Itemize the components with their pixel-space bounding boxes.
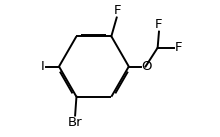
Text: Br: Br xyxy=(68,116,82,129)
Text: I: I xyxy=(41,60,45,73)
Text: F: F xyxy=(155,18,163,31)
Text: O: O xyxy=(141,60,152,73)
Text: F: F xyxy=(114,4,121,17)
Text: F: F xyxy=(174,41,182,54)
